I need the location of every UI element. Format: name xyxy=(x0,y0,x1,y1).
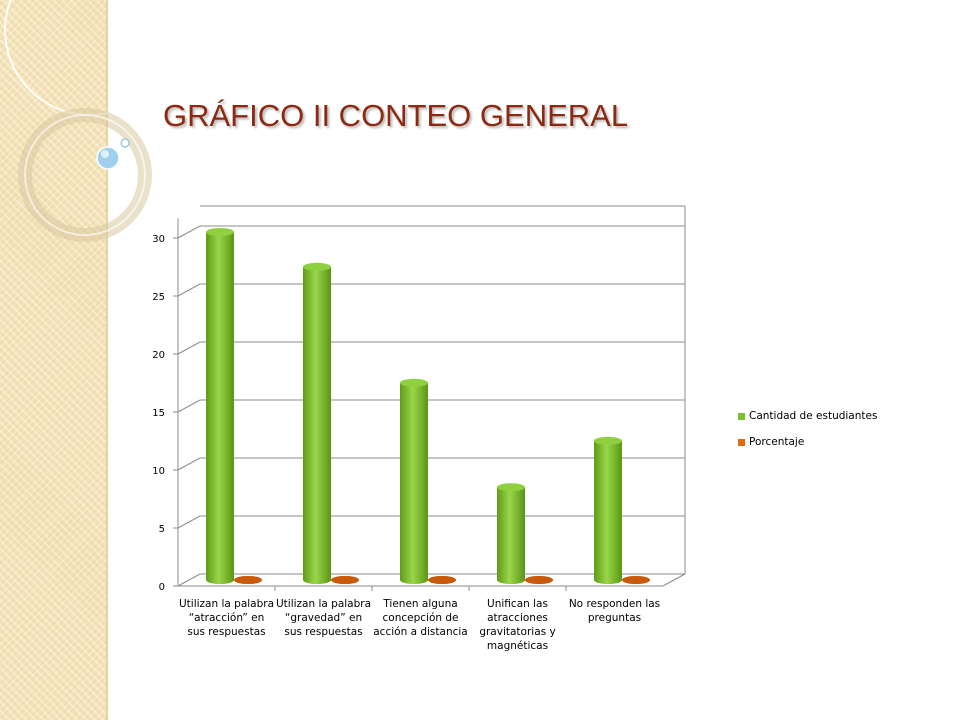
gridline-diagonal xyxy=(177,341,201,355)
bar-cantidad xyxy=(497,483,525,584)
bar-porcentaje xyxy=(234,576,262,584)
bar-cantidad xyxy=(303,262,331,584)
bar-cantidad xyxy=(594,436,622,584)
bar-porcentaje xyxy=(622,576,650,584)
y-tick-label: 25 xyxy=(152,292,165,303)
bar-cantidad-top xyxy=(400,378,428,387)
y-tick-label: 0 xyxy=(159,582,165,593)
x-category-label: Utilizan la palabra “atracción” en sus r… xyxy=(178,598,275,638)
gridline-diagonal xyxy=(177,283,201,297)
x-category-label: Utilizan la palabra “gravedad” en sus re… xyxy=(275,598,372,638)
y-tick-label: 5 xyxy=(159,524,165,535)
gridline-diagonal xyxy=(177,225,201,239)
legend-label-cantidad: Cantidad de estudiantes xyxy=(749,410,878,422)
legend-item-cantidad: Cantidad de estudiantes xyxy=(738,409,877,423)
bar-porcentaje-top xyxy=(234,576,262,584)
axes xyxy=(173,218,686,591)
legend-label-porcentaje: Porcentaje xyxy=(749,436,805,448)
x-category-label: Unifican las atracciones gravitatorias y… xyxy=(479,598,556,652)
y-tick-label: 10 xyxy=(152,466,165,477)
bar-porcentaje xyxy=(525,576,553,584)
x-category-label: No responden las preguntas xyxy=(568,598,661,624)
legend-swatch-green xyxy=(738,412,745,420)
bar-cantidad-top xyxy=(303,262,331,271)
bar-porcentaje xyxy=(428,576,456,584)
bar-porcentaje-top xyxy=(428,576,456,584)
bar-cantidad-body xyxy=(206,232,234,580)
side-strip-edge xyxy=(106,0,108,720)
gridline-diagonal xyxy=(177,399,201,413)
bar-cantidad-body xyxy=(497,487,525,580)
bar-cantidad-top xyxy=(594,436,622,445)
bar-cantidad-top xyxy=(206,228,234,236)
y-tick-label: 15 xyxy=(152,408,165,419)
gridline-diagonal xyxy=(177,457,201,471)
gridline-diagonal xyxy=(177,573,201,587)
y-tick-label: 20 xyxy=(152,350,165,361)
x-category-label: Tienen alguna concepción de acción a dis… xyxy=(373,598,468,638)
bar-cantidad-body xyxy=(594,440,622,580)
bar-cantidad xyxy=(400,378,428,584)
legend-item-porcentaje: Porcentaje xyxy=(738,435,877,449)
legend: Cantidad de estudiantes Porcentaje xyxy=(738,409,877,461)
bar-cantidad-body xyxy=(303,266,331,580)
decorative-circles xyxy=(4,0,176,242)
y-tick-labels: 0 5 10 15 20 25 30 xyxy=(152,234,165,593)
bar-porcentaje-top xyxy=(331,576,359,584)
floor-right-edge xyxy=(662,573,686,587)
bar-cantidad-body xyxy=(400,382,428,580)
bar-porcentaje-top xyxy=(622,576,650,584)
slide-title: GRÁFICO II CONTEO GENERAL xyxy=(163,98,629,133)
bars xyxy=(206,228,650,584)
bar-porcentaje xyxy=(331,576,359,584)
bar-porcentaje-top xyxy=(525,576,553,584)
gridline-diagonal xyxy=(177,515,201,529)
bar-cantidad-top xyxy=(497,483,525,492)
bar-cantidad xyxy=(206,228,234,584)
legend-swatch-orange xyxy=(738,438,745,446)
y-tick-label: 30 xyxy=(152,234,165,245)
